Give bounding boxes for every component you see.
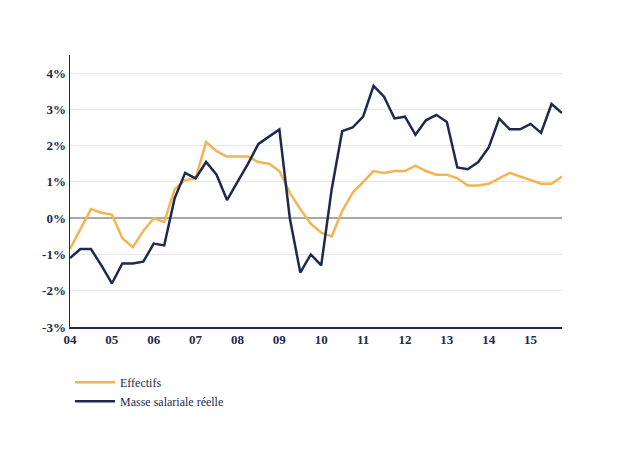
svg-text:Effectifs: Effectifs	[120, 376, 161, 390]
svg-text:14: 14	[482, 332, 496, 347]
svg-text:15: 15	[524, 332, 538, 347]
svg-text:09: 09	[273, 332, 287, 347]
svg-text:07: 07	[189, 332, 203, 347]
svg-text:-3%: -3%	[42, 320, 66, 335]
svg-text:08: 08	[231, 332, 245, 347]
svg-text:10: 10	[315, 332, 328, 347]
svg-text:0%: 0%	[46, 211, 66, 226]
svg-text:-1%: -1%	[42, 247, 66, 262]
svg-text:1%: 1%	[46, 174, 66, 189]
svg-text:13: 13	[440, 332, 454, 347]
svg-text:-2%: -2%	[42, 283, 66, 298]
svg-text:3%: 3%	[46, 102, 66, 117]
svg-text:Masse salariale réelle: Masse salariale réelle	[120, 395, 223, 409]
svg-text:05: 05	[105, 332, 119, 347]
svg-text:06: 06	[147, 332, 161, 347]
svg-text:2%: 2%	[46, 138, 66, 153]
svg-text:4%: 4%	[46, 66, 66, 81]
svg-text:04: 04	[64, 332, 78, 347]
svg-text:12: 12	[398, 332, 411, 347]
svg-text:11: 11	[357, 332, 369, 347]
